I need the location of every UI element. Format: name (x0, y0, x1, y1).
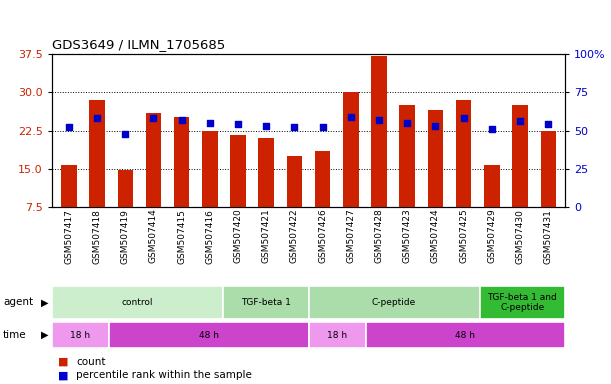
Point (318, 124, 327, 131)
Bar (309, 322, 365, 348)
Bar (456, 100, 472, 246)
Bar (480, 286, 565, 319)
Text: count: count (76, 356, 106, 367)
Text: time: time (3, 330, 27, 340)
Text: ■: ■ (58, 370, 68, 381)
Point (177, 117, 186, 123)
Bar (428, 110, 443, 246)
Point (233, 121, 243, 127)
Text: GDS3649 / ILMN_1705685: GDS3649 / ILMN_1705685 (52, 38, 225, 51)
Point (543, 121, 553, 127)
Point (515, 118, 525, 124)
Bar (315, 151, 331, 246)
Text: ■: ■ (58, 356, 68, 367)
Bar (89, 100, 105, 246)
Point (205, 120, 214, 126)
Point (92, 115, 102, 121)
Point (431, 123, 441, 129)
Bar (258, 138, 274, 246)
Text: ▶: ▶ (41, 297, 48, 308)
Bar (145, 113, 161, 246)
Text: 48 h: 48 h (455, 331, 475, 339)
Point (459, 115, 469, 121)
Bar (484, 165, 500, 246)
Text: C-peptide: C-peptide (372, 298, 416, 307)
Bar (52, 322, 109, 348)
Text: percentile rank within the sample: percentile rank within the sample (76, 370, 252, 381)
Text: control: control (122, 298, 153, 307)
Bar (541, 131, 556, 246)
Bar (512, 105, 528, 246)
Point (262, 123, 271, 129)
Bar (343, 92, 359, 246)
Bar (61, 165, 76, 246)
Point (403, 120, 412, 126)
Bar (400, 105, 415, 246)
Bar (117, 170, 133, 246)
Bar (230, 135, 246, 246)
Text: TGF-beta 1: TGF-beta 1 (241, 298, 291, 307)
Bar (202, 131, 218, 246)
Bar (223, 286, 309, 319)
Point (290, 124, 299, 131)
Text: 18 h: 18 h (327, 331, 347, 339)
Text: agent: agent (3, 297, 33, 308)
Point (374, 117, 384, 123)
Text: ▶: ▶ (41, 330, 48, 340)
Bar (365, 322, 565, 348)
Bar (174, 117, 189, 246)
Point (346, 114, 356, 120)
Text: TGF-beta 1 and
C-peptide: TGF-beta 1 and C-peptide (488, 293, 557, 312)
Bar (287, 156, 302, 246)
Bar (371, 56, 387, 246)
Bar (109, 322, 309, 348)
Point (148, 115, 158, 121)
Bar (52, 286, 223, 319)
Text: 48 h: 48 h (199, 331, 219, 339)
Point (64, 124, 74, 131)
Point (487, 126, 497, 132)
Bar (309, 286, 480, 319)
Point (120, 131, 130, 137)
Text: 18 h: 18 h (70, 331, 90, 339)
